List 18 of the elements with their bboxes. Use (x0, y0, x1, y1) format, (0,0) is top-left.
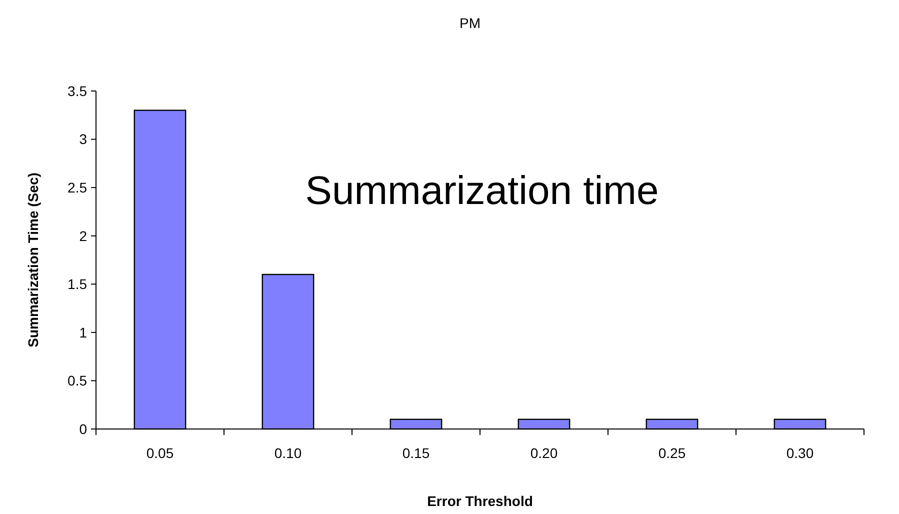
x-tick-label: 0.10 (274, 445, 302, 461)
y-tick-label: 0.5 (68, 372, 88, 389)
y-tick-label: 0 (79, 420, 88, 437)
x-axis-title: Error Threshold (427, 493, 533, 509)
y-tick-label: 3 (79, 131, 88, 148)
y-tick-label: 3.5 (68, 82, 88, 99)
annotation: Summarization time (305, 169, 659, 213)
y-axis-title: Summarization Time (Sec) (25, 172, 41, 348)
x-tick-label: 0.25 (658, 445, 686, 461)
y-tick-label: 2.5 (68, 179, 88, 196)
y-tick-label: 1 (79, 324, 88, 340)
x-tick-label: 0.20 (530, 445, 558, 461)
x-tick-label: 0.05 (146, 445, 174, 461)
y-tick-label: 2 (79, 228, 88, 244)
x-tick-label: 0.30 (786, 445, 814, 461)
chart-title: PM (460, 15, 480, 31)
x-tick-label: 0.15 (402, 445, 430, 461)
y-tick-label: 1.5 (68, 276, 88, 292)
